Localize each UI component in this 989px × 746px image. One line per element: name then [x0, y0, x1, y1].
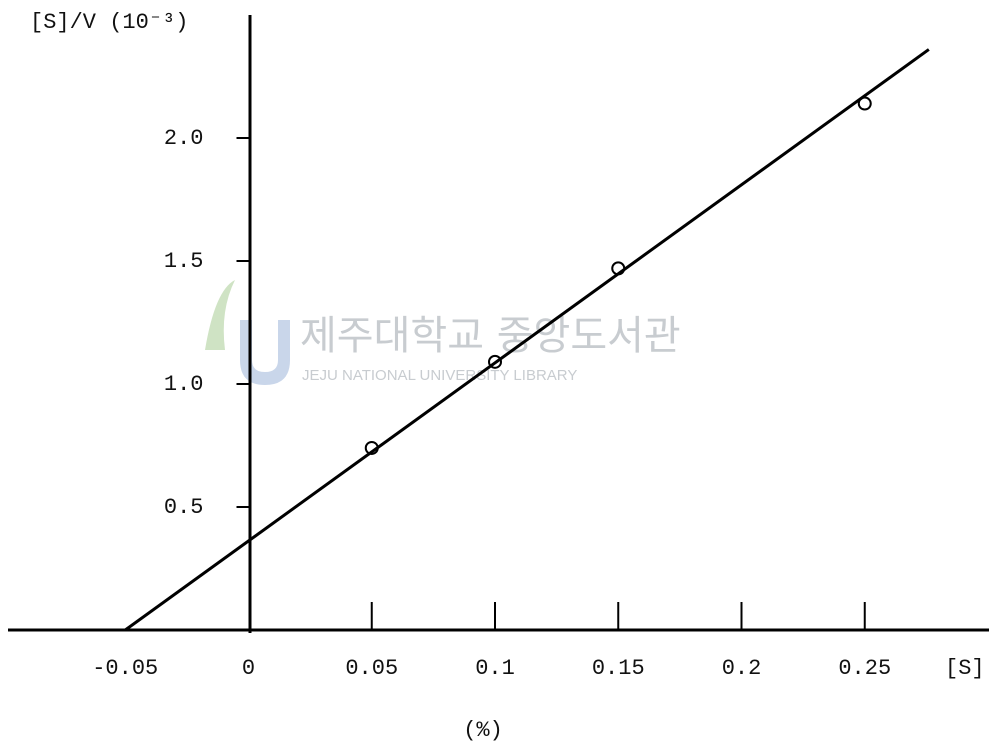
- unit-label: (%): [463, 718, 503, 743]
- y-tick-label: 1.0: [164, 372, 204, 397]
- x-tick-label: 0.15: [592, 656, 645, 681]
- y-axis-label: [S]/V (10⁻³): [30, 10, 188, 35]
- watermark: 제주대학교 중앙도서관 JEJU NATIONAL UNIVERSITY LIB…: [205, 280, 681, 385]
- fit-line: [124, 48, 930, 632]
- watermark-logo: [240, 320, 290, 385]
- x-tick-label: 0.2: [722, 656, 762, 681]
- x-tick-label: 0: [242, 656, 255, 681]
- x-tick-label: -0.05: [92, 656, 158, 681]
- watermark-subtitle: JEJU NATIONAL UNIVERSITY LIBRARY: [302, 367, 577, 384]
- y-tick-label: 0.5: [164, 495, 204, 520]
- watermark-logo: [205, 280, 235, 350]
- x-tick-label: 0.05: [345, 656, 398, 681]
- watermark-title: 제주대학교 중앙도서관: [300, 313, 681, 359]
- x-axis-label: [S]: [945, 656, 985, 681]
- y-tick-label: 1.5: [164, 249, 204, 274]
- y-tick-label: 2.0: [164, 126, 204, 151]
- x-tick-label: 0.25: [838, 656, 891, 681]
- x-tick-label: 0.1: [475, 656, 515, 681]
